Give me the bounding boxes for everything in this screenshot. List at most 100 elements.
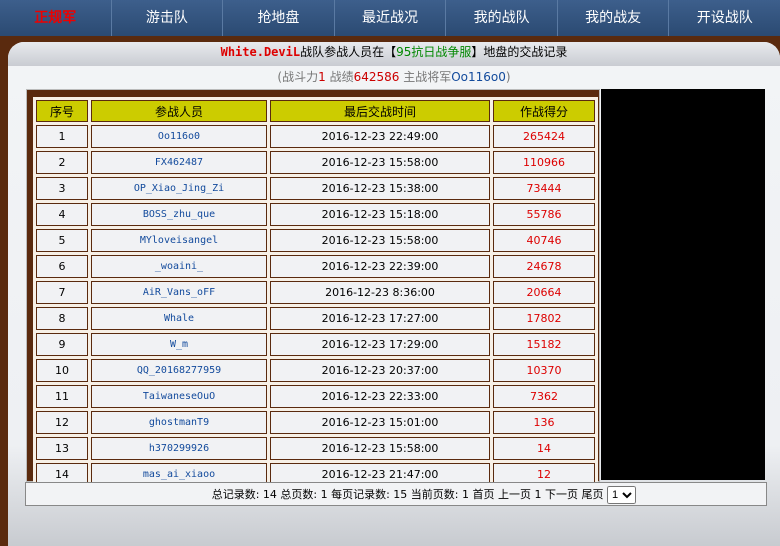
cell-score: 15182 — [493, 333, 595, 356]
cell-name[interactable]: AiR_Vans_oFF — [91, 281, 267, 304]
page-select[interactable]: 1 — [607, 486, 636, 504]
content-panel: White.DeviL战队参战人员在【95抗日战争服】地盘的交战记录 (战斗力1… — [8, 42, 780, 546]
table-row: 2 FX462487 2016-12-23 15:58:00 110966 — [36, 151, 595, 174]
top-nav: 正规军 游击队 抢地盘 最近战况 我的战队 我的战友 开设战队 — [0, 0, 780, 36]
table-row: 11 TaiwaneseOuO 2016-12-23 22:33:00 7362 — [36, 385, 595, 408]
cell-time: 2016-12-23 8:36:00 — [270, 281, 490, 304]
cell-time: 2016-12-23 15:01:00 — [270, 411, 490, 434]
cell-name[interactable]: OP_Xiao_Jing_Zi — [91, 177, 267, 200]
stat-label: (战斗力 — [277, 70, 319, 84]
team-name: White.DeviL — [220, 45, 301, 59]
cell-name[interactable]: ghostmanT9 — [91, 411, 267, 434]
cell-score: 40746 — [493, 229, 595, 252]
cell-idx: 1 — [36, 125, 88, 148]
cell-idx: 9 — [36, 333, 88, 356]
table-row: 1 Oo116o0 2016-12-23 22:49:00 265424 — [36, 125, 595, 148]
cell-score: 20664 — [493, 281, 595, 304]
cell-name[interactable]: FX462487 — [91, 151, 267, 174]
nav-item[interactable]: 抢地盘 — [223, 0, 335, 36]
cell-score: 110966 — [493, 151, 595, 174]
table-row: 13 h370299926 2016-12-23 15:58:00 14 — [36, 437, 595, 460]
cell-idx: 3 — [36, 177, 88, 200]
battle-table-container: 序号 参战人员 最后交战时间 作战得分 1 Oo116o0 2016-12-23 22:4… — [26, 89, 600, 489]
prev-page-link[interactable]: 上一页 — [498, 488, 531, 501]
cell-time: 2016-12-23 22:49:00 — [270, 125, 490, 148]
stat-label: 战绩 — [325, 70, 354, 84]
title-text-end: 】地盘的交战记录 — [471, 45, 568, 59]
column-header: 最后交战时间 — [270, 100, 490, 122]
cell-idx: 13 — [36, 437, 88, 460]
cell-name[interactable]: h370299926 — [91, 437, 267, 460]
current-page: 1 — [534, 488, 542, 501]
first-page-link[interactable]: 首页 — [472, 488, 495, 501]
cell-score: 55786 — [493, 203, 595, 226]
cell-score: 10370 — [493, 359, 595, 382]
cell-score: 12 — [493, 463, 595, 486]
last-page-link[interactable]: 尾页 — [581, 488, 604, 501]
cell-time: 2016-12-23 15:38:00 — [270, 177, 490, 200]
cell-idx: 4 — [36, 203, 88, 226]
cell-name[interactable]: _woaini_ — [91, 255, 267, 278]
column-header: 作战得分 — [493, 100, 595, 122]
pager: 总记录数: 14 总页数: 1 每页记录数: 15 当前页数: 1 首页 上一页… — [25, 482, 767, 506]
nav-item[interactable]: 我的战友 — [558, 0, 670, 36]
cell-name[interactable]: TaiwaneseOuO — [91, 385, 267, 408]
stat-label: ) — [505, 70, 511, 84]
cell-name[interactable]: Oo116o0 — [91, 125, 267, 148]
cell-time: 2016-12-23 22:39:00 — [270, 255, 490, 278]
nav-item[interactable]: 开设战队 — [696, 10, 753, 26]
table-row: 12 ghostmanT9 2016-12-23 15:01:00 136 — [36, 411, 595, 434]
cell-idx: 8 — [36, 307, 88, 330]
cell-idx: 12 — [36, 411, 88, 434]
table-row: 5 MYloveisangel 2016-12-23 15:58:00 40746 — [36, 229, 595, 252]
cell-score: 17802 — [493, 307, 595, 330]
cell-time: 2016-12-23 15:18:00 — [270, 203, 490, 226]
cell-name[interactable]: W_m — [91, 333, 267, 356]
pager-info: 总记录数: 14 总页数: 1 每页记录数: 15 当前页数: 1 — [211, 488, 469, 501]
table-row: 7 AiR_Vans_oFF 2016-12-23 8:36:00 20664 — [36, 281, 595, 304]
column-header: 参战人员 — [91, 100, 267, 122]
cell-idx: 5 — [36, 229, 88, 252]
cell-time: 2016-12-23 15:58:00 — [270, 229, 490, 252]
cell-time: 2016-12-23 22:33:00 — [270, 385, 490, 408]
cell-idx: 2 — [36, 151, 88, 174]
table-row: 3 OP_Xiao_Jing_Zi 2016-12-23 15:38:00 73444 — [36, 177, 595, 200]
cell-idx: 11 — [36, 385, 88, 408]
title-text: 战队参战人员在【 — [300, 45, 397, 59]
nav-item[interactable]: 我的战队 — [446, 0, 558, 36]
battle-table: 序号 参战人员 最后交战时间 作战得分 1 Oo116o0 2016-12-23 22:4… — [33, 97, 598, 489]
cell-time: 2016-12-23 17:27:00 — [270, 307, 490, 330]
cell-time: 2016-12-23 20:37:00 — [270, 359, 490, 382]
stat-label: 主战将军 — [399, 70, 452, 84]
cell-name[interactable]: Whale — [91, 307, 267, 330]
nav-item[interactable]: 游击队 — [112, 0, 224, 36]
cell-score: 73444 — [493, 177, 595, 200]
cell-time: 2016-12-23 15:58:00 — [270, 437, 490, 460]
nav-item[interactable]: 最近战况 — [335, 0, 447, 36]
black-panel — [601, 89, 765, 480]
cell-score: 136 — [493, 411, 595, 434]
table-row: 6 _woaini_ 2016-12-23 22:39:00 24678 — [36, 255, 595, 278]
table-row: 14 mas_ai_xiaoo 2016-12-23 21:47:00 12 — [36, 463, 595, 486]
cell-name[interactable]: BOSS_zhu_que — [91, 203, 267, 226]
cell-score: 14 — [493, 437, 595, 460]
column-header: 序号 — [36, 100, 88, 122]
cell-name[interactable]: QQ_20168277959 — [91, 359, 267, 382]
general-name: Oo116o0 — [451, 70, 506, 84]
cell-score: 7362 — [493, 385, 595, 408]
table-row: 9 W_m 2016-12-23 17:29:00 15182 — [36, 333, 595, 356]
cell-idx: 6 — [36, 255, 88, 278]
page-title: White.DeviL战队参战人员在【95抗日战争服】地盘的交战记录 — [8, 42, 780, 66]
table-row: 10 QQ_20168277959 2016-12-23 20:37:00 10370 — [36, 359, 595, 382]
cell-name[interactable]: MYloveisangel — [91, 229, 267, 252]
cell-time: 2016-12-23 21:47:00 — [270, 463, 490, 486]
score-value: 642586 — [353, 70, 400, 84]
cell-score: 265424 — [493, 125, 595, 148]
cell-idx: 10 — [36, 359, 88, 382]
cell-idx: 7 — [36, 281, 88, 304]
next-page-link[interactable]: 下一页 — [545, 488, 578, 501]
team-stats: (战斗力1 战绩642586 主战将军Oo116o0) — [8, 68, 780, 85]
nav-item[interactable]: 正规军 — [0, 0, 112, 36]
server-name: 95抗日战争服 — [396, 45, 472, 59]
cell-time: 2016-12-23 17:29:00 — [270, 333, 490, 356]
